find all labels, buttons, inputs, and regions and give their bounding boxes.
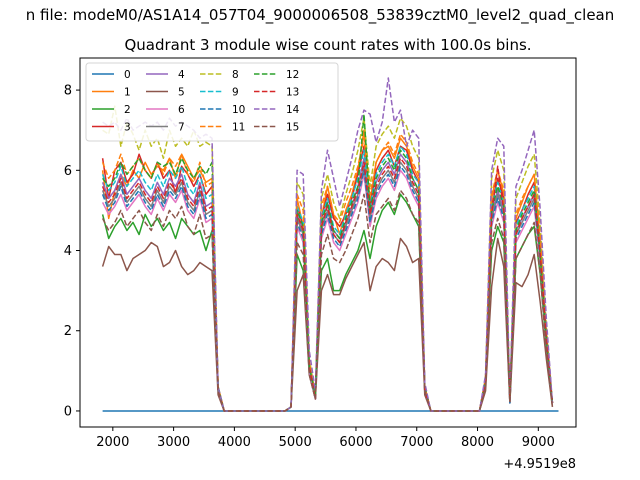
legend-label-module-6: 6 xyxy=(178,104,185,116)
y-tick-label: 0 xyxy=(64,404,72,419)
legend-label-module-2: 2 xyxy=(124,104,131,116)
x-tick-label: 4000 xyxy=(218,435,251,450)
legend-label-module-14: 14 xyxy=(286,104,300,116)
plot-title: Quadrant 3 module wise count rates with … xyxy=(124,36,531,54)
figure-suptitle: n file: modeM0/AS1A14_057T04_9000006508_… xyxy=(26,6,615,25)
plot-area: 2000 3000 4000 5000 6000 7000 8000 9000 0 2 4 6 8 +… xyxy=(64,57,577,472)
y-tick-label: 4 xyxy=(64,244,72,259)
legend-label-module-9: 9 xyxy=(232,87,239,99)
series-line-module-9 xyxy=(101,145,554,412)
x-tick-label: 5000 xyxy=(279,435,312,450)
legend-label-module-4: 4 xyxy=(178,69,185,81)
x-axis-offset-label: +4.9519e8 xyxy=(503,457,576,472)
y-tick-label: 6 xyxy=(64,164,72,179)
x-tick-label: 3000 xyxy=(157,435,190,450)
legend-label-module-15: 15 xyxy=(286,122,299,134)
x-tick-label: 9000 xyxy=(522,435,555,450)
legend-label-module-10: 10 xyxy=(232,104,245,116)
plot-frame xyxy=(79,57,577,428)
x-tick-label: 6000 xyxy=(339,435,372,450)
legend-label-module-3: 3 xyxy=(124,122,131,134)
series-line-module-15 xyxy=(101,189,554,412)
x-axis: 2000 3000 4000 5000 6000 7000 8000 9000 xyxy=(96,427,555,450)
legend-label-module-7: 7 xyxy=(178,122,185,134)
legend-frame xyxy=(85,62,339,142)
y-tick-label: 2 xyxy=(64,324,72,339)
x-tick-label: 2000 xyxy=(96,435,129,450)
x-tick-label: 8000 xyxy=(461,435,494,450)
legend-label-module-11: 11 xyxy=(232,122,245,134)
y-tick-label: 8 xyxy=(64,84,72,99)
legend-label-module-12: 12 xyxy=(286,69,299,81)
y-axis: 0 2 4 6 8 xyxy=(64,84,80,419)
legend-label-module-5: 5 xyxy=(178,87,185,99)
legend-label-module-0: 0 xyxy=(124,69,131,81)
legend-label-module-13: 13 xyxy=(286,87,299,99)
series-layer xyxy=(101,77,559,412)
legend-label-module-1: 1 xyxy=(124,87,131,99)
legend-label-module-8: 8 xyxy=(232,69,239,81)
x-tick-label: 7000 xyxy=(400,435,433,450)
